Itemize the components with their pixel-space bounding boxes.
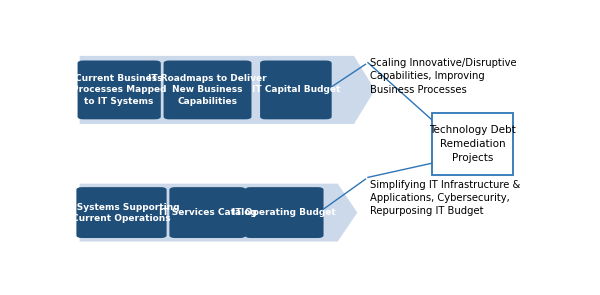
Text: Scaling Innovative/Disruptive
Capabilities, Improving
Business Processes: Scaling Innovative/Disruptive Capabiliti… xyxy=(370,58,517,94)
Text: IT Capital Budget: IT Capital Budget xyxy=(251,86,340,94)
Text: IT Operating Budget: IT Operating Budget xyxy=(232,208,336,217)
Text: IT Roadmaps to Deliver
New Business
Capabilities: IT Roadmaps to Deliver New Business Capa… xyxy=(148,74,267,106)
Text: Simplifying IT Infrastructure &
Applications, Cybersecurity,
Repurposing IT Budg: Simplifying IT Infrastructure & Applicat… xyxy=(370,180,521,216)
FancyBboxPatch shape xyxy=(169,187,245,238)
FancyBboxPatch shape xyxy=(245,187,323,238)
Polygon shape xyxy=(80,183,357,242)
Text: IT Systems Supporting
Current Operations: IT Systems Supporting Current Operations xyxy=(64,203,179,223)
Text: Technology Debt
Remediation
Projects: Technology Debt Remediation Projects xyxy=(430,125,516,163)
FancyBboxPatch shape xyxy=(77,60,161,119)
Text: Current Business
Processes Mapped
to IT Systems: Current Business Processes Mapped to IT … xyxy=(72,74,166,106)
FancyBboxPatch shape xyxy=(260,60,332,119)
FancyBboxPatch shape xyxy=(164,60,251,119)
Text: IT Services Catalog: IT Services Catalog xyxy=(158,208,256,217)
Polygon shape xyxy=(80,56,375,124)
FancyBboxPatch shape xyxy=(432,113,514,175)
FancyBboxPatch shape xyxy=(76,187,167,238)
